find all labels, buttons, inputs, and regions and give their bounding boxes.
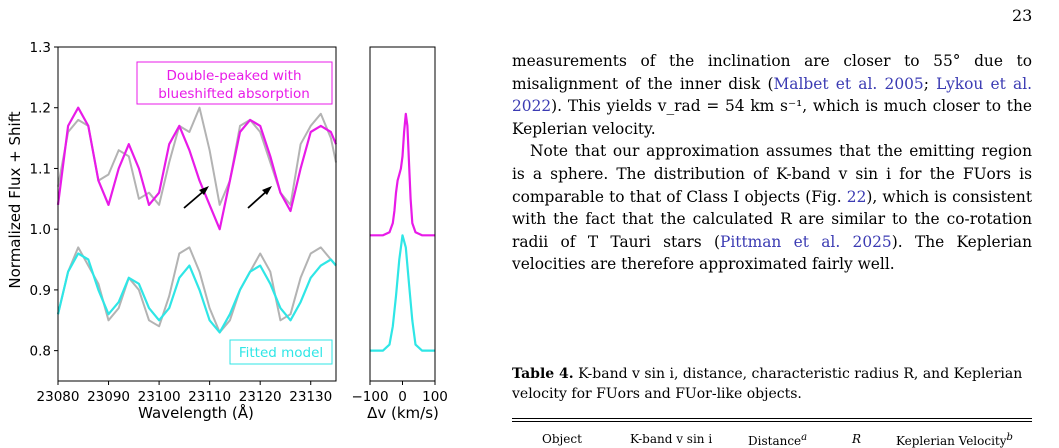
paragraph-1-text-c: ). This yields v_rad = 54 km s⁻¹, which … — [512, 97, 1032, 138]
series-line-observed-0-0 — [57, 106, 337, 206]
paragraph-1-text-b: ; — [923, 74, 937, 93]
x-tick-label-0-23080: 23080 — [37, 389, 80, 405]
series-line-double_peaked-1-0 — [370, 112, 435, 237]
legend-box-double-peaked — [136, 61, 333, 105]
x-tick-label-0-23100: 23100 — [138, 389, 181, 405]
figure-reference[interactable]: 22 — [846, 187, 867, 206]
x-tick-label-0-23120: 23120 — [239, 389, 282, 405]
plot-frame-1 — [369, 46, 436, 382]
column-header-keplerian: Keplerian Velocityb — [896, 432, 1013, 448]
citation-lykou[interactable]: Lykou et al. 2022 — [512, 74, 1033, 116]
table-label: Table 4. — [512, 366, 574, 382]
y-tick-label-1.3: 1.3 — [30, 40, 51, 56]
absorption-arrow-2 — [247, 186, 272, 209]
citation-pittman[interactable]: Pittman et al. 2025 — [720, 232, 892, 251]
series-line-fitted-1-1 — [370, 234, 435, 352]
paragraph-1: measurements of the inclination are clos… — [512, 50, 1032, 140]
body-text: measurements of the inclination are clos… — [512, 50, 1032, 276]
column-header-keplerian-text: Keplerian Velocity — [896, 434, 1007, 448]
x-tick-label-0-23110: 23110 — [188, 389, 231, 405]
legend-text-fitted-model: Fitted model — [239, 345, 323, 361]
table-caption: Table 4. K-band v sin i, distance, chara… — [512, 364, 1032, 404]
plot-frame-0 — [57, 46, 337, 382]
x-tick-label-1--100: −100 — [351, 389, 388, 405]
left-panel-spectra: 23080 23090 23100 23110 23120 23130 0.8 0.9 1.0 1… — [30, 40, 338, 405]
page-number: 23 — [1012, 6, 1033, 25]
y-tick-label-1: 1.0 — [30, 222, 51, 238]
right-panel-velocity-profile: −100 0 100 — [351, 46, 448, 405]
x-tick-label-1-100: 100 — [422, 389, 448, 405]
column-header-radius: R — [852, 432, 862, 446]
y-tick-label-1.1: 1.1 — [30, 161, 51, 177]
series-line-fitted-0-3 — [56, 252, 337, 334]
paragraph-2-text-c: ). The Keplerian velocities are therefor… — [512, 232, 1032, 274]
column-header-distance-sup: a — [801, 432, 808, 443]
table-top-rule-1 — [512, 418, 1032, 419]
y-tick-label-1.2: 1.2 — [30, 101, 51, 117]
spectra-figure: 23080 23090 23100 23110 23120 23130 0.8 0.9 1.0 1… — [6, 40, 448, 422]
x-axis-label-wavelength: Wavelength (Å) — [138, 403, 254, 422]
column-header-keplerian-sup: b — [1006, 432, 1013, 443]
column-header-distance: Distancea — [748, 432, 807, 448]
legend-text-double-peaked-2: blueshifted absorption — [158, 86, 310, 102]
column-header-distance-text: Distance — [748, 434, 802, 448]
absorption-arrow-1 — [183, 186, 209, 209]
series-line-observed-0-2 — [57, 246, 337, 334]
legend-text-double-peaked-1: Double-peaked with — [167, 68, 302, 84]
table-caption-text: K-band v sin i, distance, characteristic… — [512, 366, 1023, 402]
table-header-row: Object K-band v sin i Distancea R Kepler… — [512, 424, 1032, 448]
column-header-object: Object — [542, 432, 582, 446]
series-line-double_peaked-0-1 — [56, 106, 338, 231]
x-tick-label-0-23090: 23090 — [87, 389, 130, 405]
x-tick-label-0-23130: 23130 — [289, 389, 332, 405]
x-axis-label-velocity: Δv (km/s) — [367, 404, 439, 422]
paragraph-2-text-b: ), which is consistent with the fact tha… — [512, 187, 1033, 251]
paragraph-2: Note that our approximation assumes that… — [512, 140, 1032, 276]
column-header-vsini: K-band v sin i — [630, 432, 713, 446]
y-tick-label-0.9: 0.9 — [30, 283, 51, 299]
y-tick-label-0.8: 0.8 — [30, 344, 51, 360]
citation-malbet[interactable]: Malbet et al. 2005 — [773, 74, 924, 93]
x-tick-label-1-0: 0 — [398, 389, 407, 405]
table-top-rule-2 — [512, 421, 1032, 422]
y-axis-label: Normalized Flux + Shift — [6, 111, 24, 288]
legend-box-fitted-model — [229, 339, 333, 365]
paragraph-2-text-a: Note that our approximation assumes that… — [512, 142, 1032, 206]
paragraph-1-text-a: measurements of the inclination are clos… — [512, 52, 1032, 93]
